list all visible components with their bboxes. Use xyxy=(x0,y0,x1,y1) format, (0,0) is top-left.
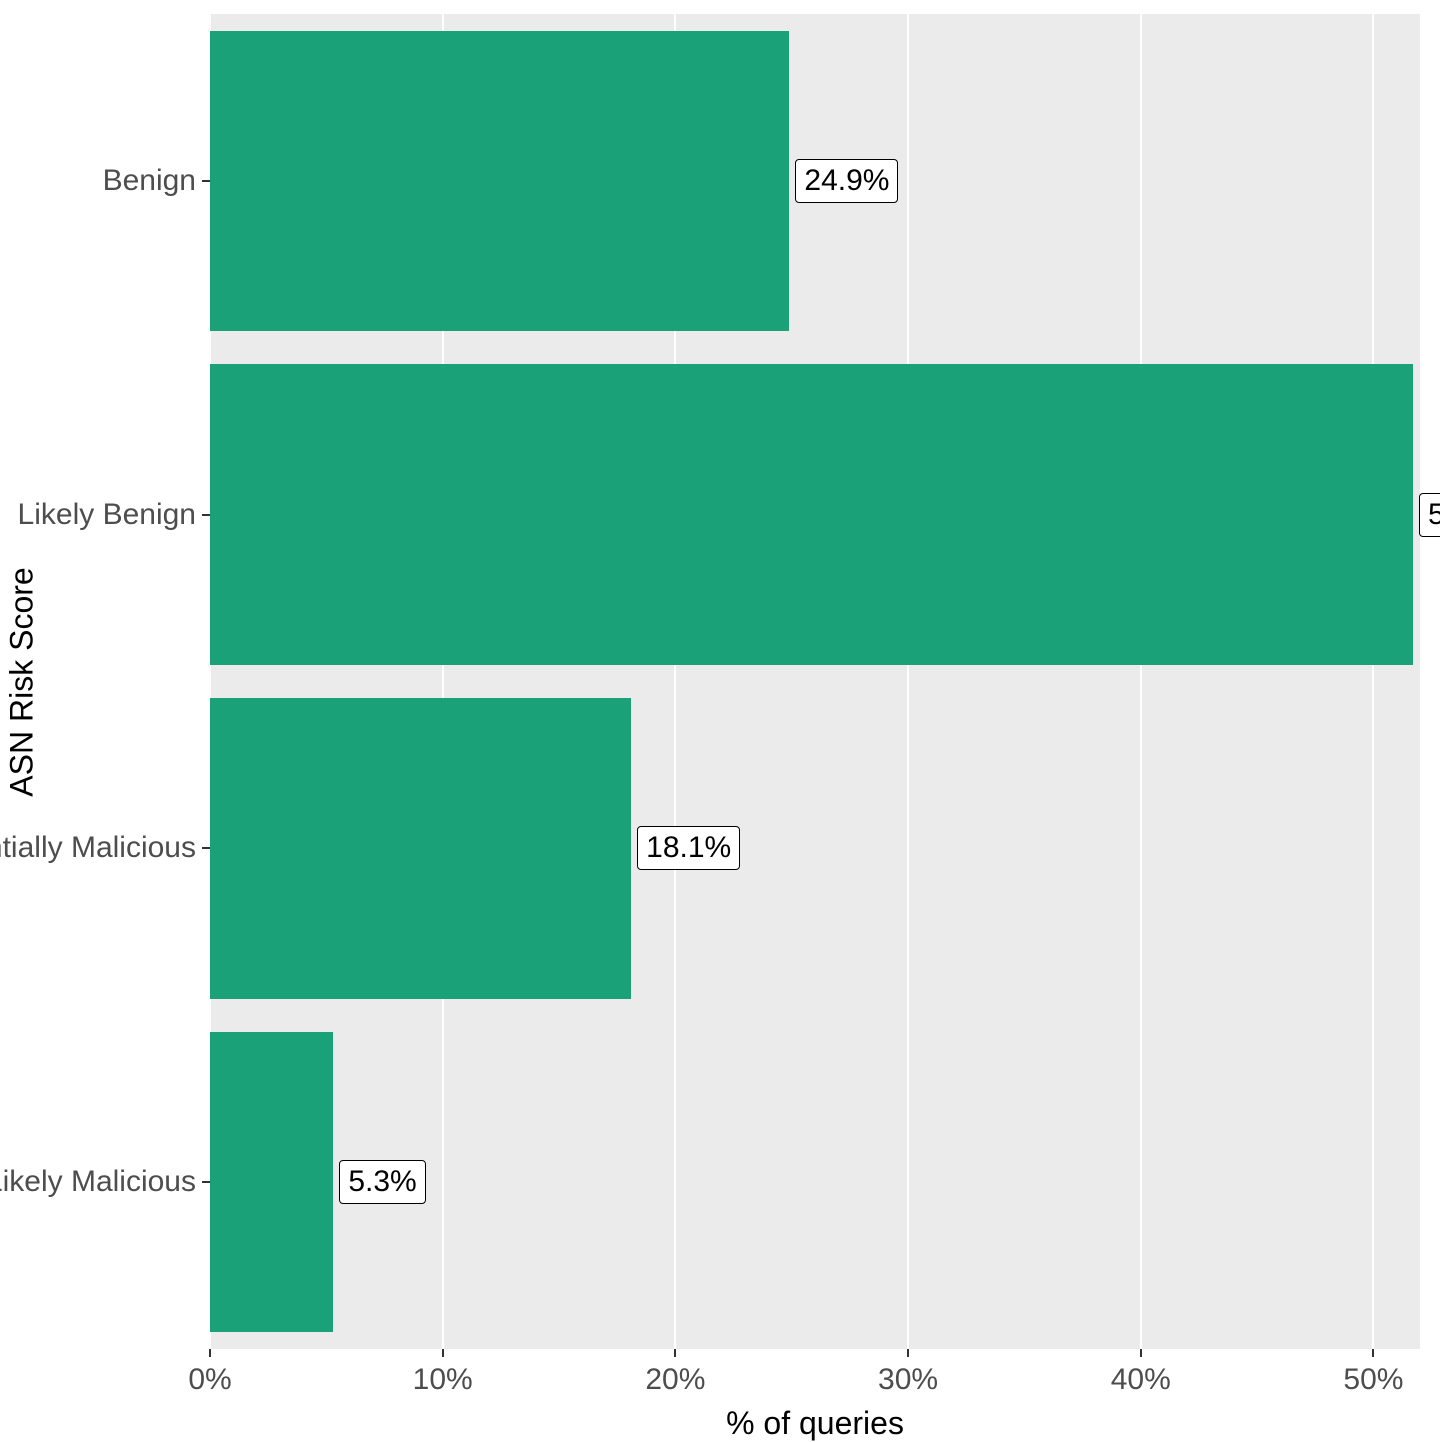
y-axis-title: ASN Risk Score xyxy=(4,567,41,796)
x-tick-label: 0% xyxy=(188,1363,231,1397)
x-tick-label: 20% xyxy=(645,1363,705,1397)
x-tick-mark xyxy=(1140,1349,1142,1357)
y-tick-mark xyxy=(202,514,210,516)
bar-value-label: 24.9% xyxy=(795,159,898,203)
bar xyxy=(210,698,631,998)
y-tick-mark xyxy=(202,1181,210,1183)
y-tick-label: Benign xyxy=(103,164,196,198)
y-tick-label: Likely Benign xyxy=(18,498,196,532)
bar xyxy=(210,31,789,331)
bar-value-label: 5.3% xyxy=(339,1160,425,1204)
y-tick-label: Potentially Malicious xyxy=(0,831,196,865)
x-axis-title: % of queries xyxy=(726,1405,904,1442)
x-tick-label: 40% xyxy=(1111,1363,1171,1397)
y-tick-mark xyxy=(202,847,210,849)
bar xyxy=(210,1032,333,1332)
x-tick-label: 50% xyxy=(1343,1363,1403,1397)
bar xyxy=(210,364,1413,664)
x-tick-mark xyxy=(674,1349,676,1357)
y-tick-mark xyxy=(202,180,210,182)
x-tick-mark xyxy=(1372,1349,1374,1357)
bar-value-label: 51.7% xyxy=(1419,493,1440,537)
x-tick-label: 30% xyxy=(878,1363,938,1397)
plot-area xyxy=(210,14,1420,1349)
gridline xyxy=(1140,14,1142,1349)
x-tick-mark xyxy=(209,1349,211,1357)
x-tick-mark xyxy=(907,1349,909,1357)
gridline xyxy=(907,14,909,1349)
bar-value-label: 18.1% xyxy=(637,826,740,870)
asn-risk-chart: Benign Likely Benign Potentially Malicious… xyxy=(0,0,1440,1440)
gridline xyxy=(1372,14,1374,1349)
y-tick-label: Likely Malicious xyxy=(0,1165,196,1199)
x-tick-label: 10% xyxy=(413,1363,473,1397)
x-tick-mark xyxy=(442,1349,444,1357)
